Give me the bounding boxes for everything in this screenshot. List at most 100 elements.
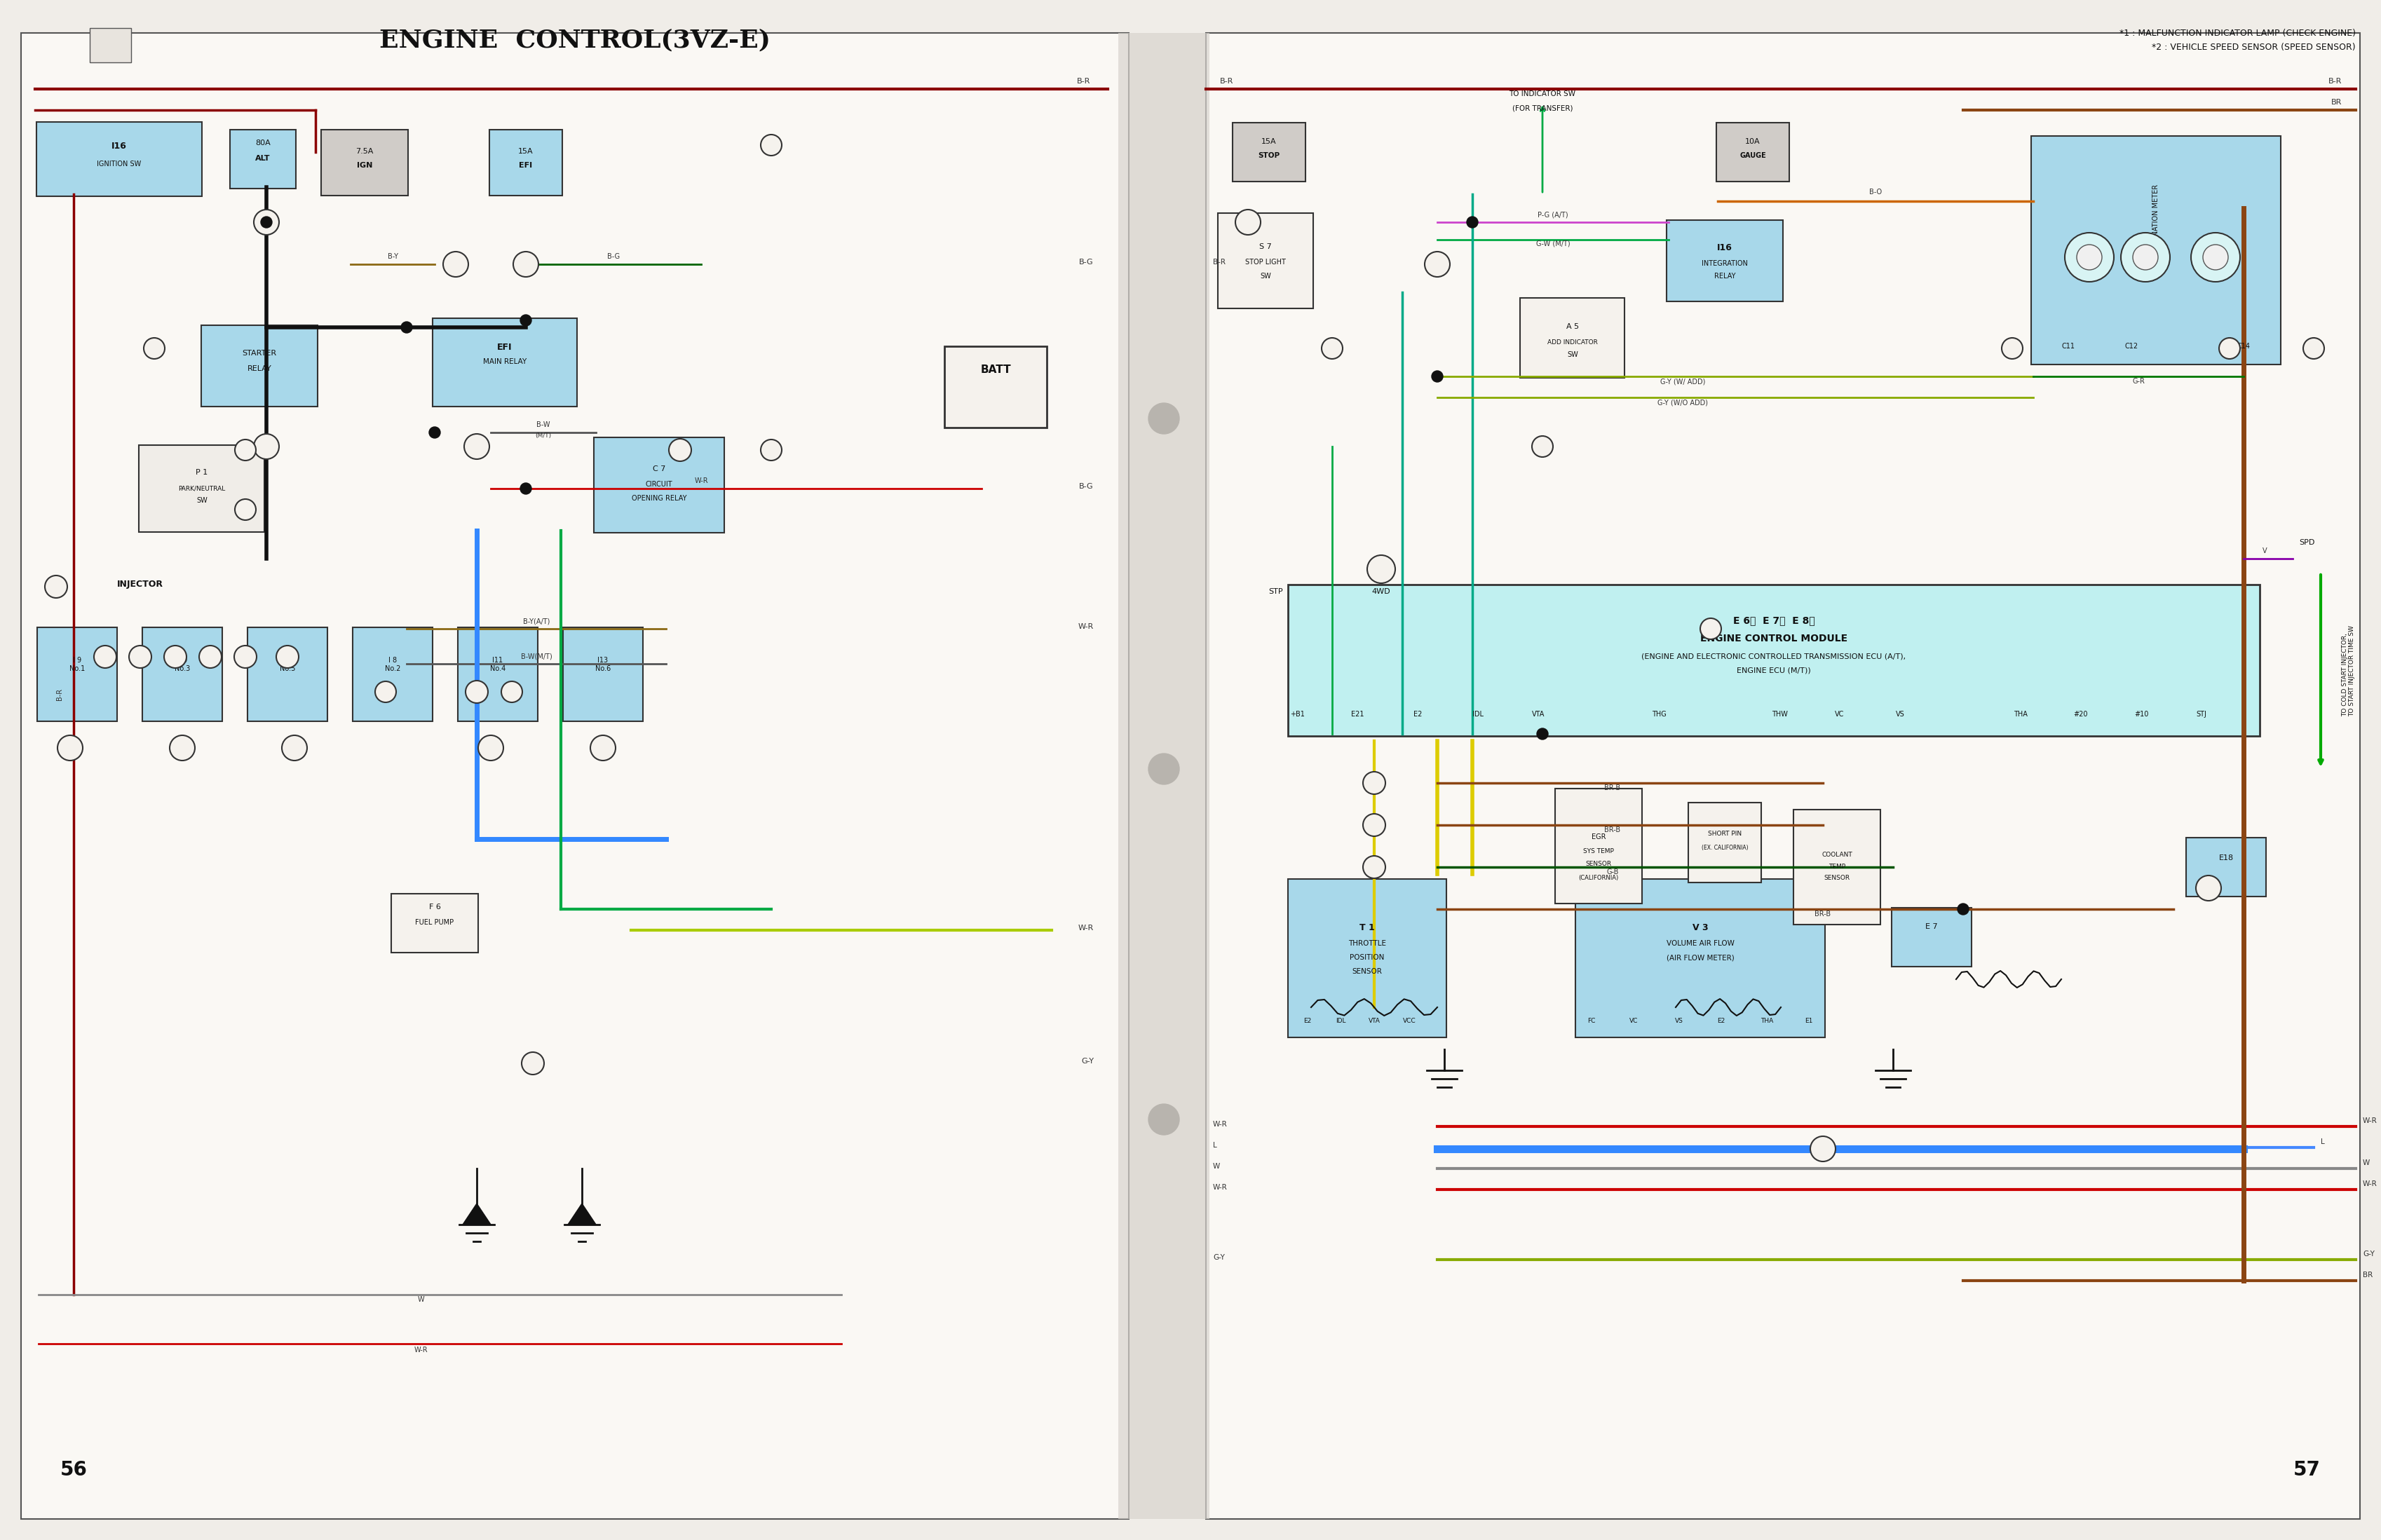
Circle shape bbox=[2195, 876, 2221, 901]
FancyBboxPatch shape bbox=[2186, 838, 2267, 896]
Circle shape bbox=[2002, 337, 2024, 359]
Text: EFI: EFI bbox=[498, 343, 512, 351]
Text: I 8
No.2: I 8 No.2 bbox=[386, 656, 400, 673]
Text: I10
No.3: I10 No.3 bbox=[174, 656, 190, 673]
Text: ALT: ALT bbox=[255, 156, 271, 162]
FancyBboxPatch shape bbox=[1119, 32, 1210, 1518]
FancyBboxPatch shape bbox=[1233, 123, 1305, 182]
FancyBboxPatch shape bbox=[248, 627, 329, 721]
Text: COOLANT: COOLANT bbox=[1821, 852, 1852, 858]
Text: VC: VC bbox=[1629, 1018, 1638, 1024]
Text: THG: THG bbox=[1652, 711, 1667, 718]
Text: G-Y: G-Y bbox=[1212, 1254, 1224, 1261]
Text: G-Y (W/O ADD): G-Y (W/O ADD) bbox=[1657, 399, 1707, 407]
Circle shape bbox=[479, 735, 502, 761]
Text: ENGINE CONTROL MODULE: ENGINE CONTROL MODULE bbox=[1700, 633, 1848, 644]
Circle shape bbox=[1431, 371, 1443, 382]
Text: B-Y: B-Y bbox=[388, 253, 398, 260]
FancyBboxPatch shape bbox=[21, 32, 1129, 1518]
Text: I11
No.4: I11 No.4 bbox=[490, 656, 505, 673]
Text: RELAY: RELAY bbox=[248, 365, 271, 373]
Text: E2: E2 bbox=[1717, 1018, 1726, 1024]
Text: ENGINE  CONTROL(3VZ-E): ENGINE CONTROL(3VZ-E) bbox=[379, 28, 771, 52]
FancyBboxPatch shape bbox=[1288, 879, 1445, 1038]
Polygon shape bbox=[462, 1204, 490, 1224]
FancyBboxPatch shape bbox=[1793, 810, 1881, 924]
Text: INTEGRATION: INTEGRATION bbox=[1702, 260, 1748, 266]
Text: VCC: VCC bbox=[1402, 1018, 1417, 1024]
Text: EB2: EB2 bbox=[450, 262, 462, 270]
Text: W-R: W-R bbox=[1079, 624, 1093, 630]
Text: VC: VC bbox=[1836, 711, 1845, 718]
Text: EB2: EB2 bbox=[471, 445, 481, 451]
Text: THA: THA bbox=[2014, 711, 2029, 718]
Text: C12: C12 bbox=[2124, 343, 2138, 350]
Text: P 1: P 1 bbox=[195, 470, 207, 476]
Text: #20: #20 bbox=[2074, 711, 2088, 718]
Text: C 7: C 7 bbox=[652, 465, 667, 473]
Text: G-Y: G-Y bbox=[2362, 1250, 2374, 1258]
Text: EGR: EGR bbox=[1591, 833, 1605, 841]
Text: S 7: S 7 bbox=[1260, 243, 1271, 249]
FancyBboxPatch shape bbox=[36, 122, 202, 196]
Circle shape bbox=[1531, 436, 1552, 457]
Text: *2 : VEHICLE SPEED SENSOR (SPEED SENSOR): *2 : VEHICLE SPEED SENSOR (SPEED SENSOR) bbox=[2152, 43, 2355, 51]
Text: STARTER: STARTER bbox=[243, 350, 276, 357]
FancyBboxPatch shape bbox=[1288, 585, 2260, 736]
Text: IH2: IH2 bbox=[2007, 346, 2017, 353]
FancyBboxPatch shape bbox=[1576, 879, 1824, 1038]
Text: OPENING RELAY: OPENING RELAY bbox=[631, 494, 686, 502]
Text: SW: SW bbox=[1260, 273, 1271, 280]
Text: W-R: W-R bbox=[2362, 1118, 2376, 1124]
Text: CIRCUIT: CIRCUIT bbox=[645, 480, 671, 488]
Circle shape bbox=[2121, 233, 2169, 282]
Text: E18: E18 bbox=[100, 656, 110, 659]
Circle shape bbox=[400, 322, 412, 333]
Text: TO INDICATOR SW: TO INDICATOR SW bbox=[1510, 91, 1576, 97]
Text: W-R: W-R bbox=[695, 477, 707, 485]
Text: I13
No.6: I13 No.6 bbox=[595, 656, 612, 673]
Circle shape bbox=[2191, 233, 2241, 282]
Text: B-R: B-R bbox=[1212, 259, 1226, 266]
Circle shape bbox=[519, 484, 531, 494]
FancyBboxPatch shape bbox=[457, 627, 538, 721]
Text: C14: C14 bbox=[2236, 343, 2250, 350]
Circle shape bbox=[255, 209, 279, 234]
Text: TO COLD START INJECTOR,
TO START INJECTOR TIME SW: TO COLD START INJECTOR, TO START INJECTO… bbox=[2343, 625, 2355, 716]
Text: E21: E21 bbox=[1350, 711, 1364, 718]
Circle shape bbox=[129, 645, 152, 668]
Circle shape bbox=[255, 434, 279, 459]
Text: IH1: IH1 bbox=[1819, 1147, 1829, 1153]
Text: SENSOR: SENSOR bbox=[1586, 861, 1612, 867]
Text: STOP: STOP bbox=[1257, 152, 1281, 159]
Text: G-B: G-B bbox=[1607, 869, 1619, 876]
Circle shape bbox=[169, 735, 195, 761]
Circle shape bbox=[1700, 618, 1721, 639]
Text: V: V bbox=[2262, 547, 2267, 554]
Text: E18: E18 bbox=[2202, 885, 2214, 892]
Circle shape bbox=[1424, 251, 1450, 277]
Text: G-Y (W/ ADD): G-Y (W/ ADD) bbox=[1660, 377, 1705, 385]
Text: E17: E17 bbox=[288, 747, 300, 753]
FancyBboxPatch shape bbox=[490, 129, 562, 196]
Text: L: L bbox=[2321, 1138, 2324, 1146]
Circle shape bbox=[276, 645, 298, 668]
Circle shape bbox=[236, 439, 255, 460]
Text: T 1: T 1 bbox=[1360, 922, 1374, 932]
FancyBboxPatch shape bbox=[562, 627, 643, 721]
Text: ADD INDICATOR: ADD INDICATOR bbox=[1548, 339, 1598, 345]
Text: E18: E18 bbox=[240, 656, 250, 659]
FancyBboxPatch shape bbox=[321, 129, 407, 196]
Text: E18: E18 bbox=[171, 656, 181, 659]
Text: VS: VS bbox=[1895, 711, 1905, 718]
FancyBboxPatch shape bbox=[90, 28, 131, 63]
Text: W-R: W-R bbox=[2362, 1180, 2376, 1187]
Text: E1: E1 bbox=[1805, 1018, 1812, 1024]
Text: (EX. CALIFORNIA): (EX. CALIFORNIA) bbox=[1702, 844, 1748, 852]
Circle shape bbox=[1236, 209, 1260, 234]
Text: G-Y: G-Y bbox=[1081, 1058, 1093, 1064]
FancyBboxPatch shape bbox=[1717, 123, 1788, 182]
Text: W-R: W-R bbox=[1212, 1184, 1229, 1190]
Text: B-R: B-R bbox=[2329, 79, 2343, 85]
Circle shape bbox=[1148, 1104, 1179, 1135]
